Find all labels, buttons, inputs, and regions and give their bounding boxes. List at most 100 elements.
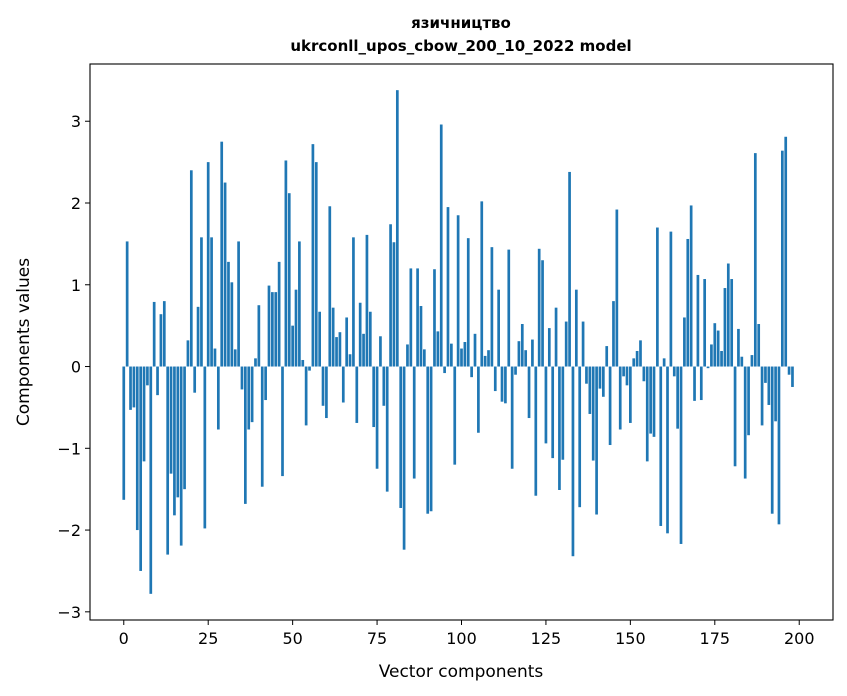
bar — [723, 288, 727, 367]
bar — [659, 366, 663, 526]
bar — [271, 292, 274, 367]
bar — [135, 366, 139, 531]
bar — [274, 292, 278, 367]
bar — [311, 144, 315, 367]
bar — [223, 182, 227, 367]
bar — [686, 238, 690, 367]
x-tick-label: 100 — [446, 629, 477, 648]
bar — [233, 349, 237, 367]
bar — [338, 332, 342, 367]
bar — [122, 366, 126, 500]
bar — [615, 209, 619, 367]
bar — [301, 359, 305, 367]
bar — [612, 301, 615, 367]
bar — [507, 249, 511, 367]
bar — [463, 342, 467, 367]
bar — [419, 306, 423, 367]
bar — [656, 227, 659, 367]
y-tick-label: −3 — [57, 603, 81, 622]
bar — [260, 366, 264, 487]
bar — [348, 354, 352, 367]
bar — [544, 366, 548, 444]
bar-series — [122, 90, 794, 594]
bar — [291, 325, 294, 367]
bar — [149, 366, 153, 594]
bar — [460, 348, 463, 367]
bar — [294, 289, 298, 367]
bar — [683, 317, 686, 367]
bar — [517, 341, 521, 367]
bar — [551, 366, 555, 459]
bar — [534, 366, 538, 496]
bar — [625, 366, 629, 386]
bar — [372, 366, 376, 428]
bar — [395, 90, 399, 367]
x-tick-label: 75 — [367, 629, 387, 648]
bar — [443, 366, 446, 374]
bar — [352, 237, 355, 367]
bar — [547, 328, 551, 367]
bar — [750, 355, 754, 367]
bar — [200, 237, 203, 367]
bar — [598, 366, 602, 389]
y-axis: −3 −2 −1 0 1 2 3 — [57, 112, 90, 622]
bar — [412, 366, 416, 479]
bar — [450, 343, 453, 367]
bar — [281, 366, 284, 477]
bar — [568, 171, 571, 367]
bar — [196, 306, 200, 367]
bar — [713, 323, 717, 367]
bar — [689, 205, 693, 367]
bar — [321, 366, 325, 406]
bar — [537, 248, 541, 367]
bar — [524, 350, 528, 367]
bar — [399, 366, 403, 508]
bar — [740, 356, 744, 367]
bar — [770, 366, 774, 514]
bar — [669, 231, 673, 367]
bar — [618, 366, 622, 430]
bar — [666, 366, 669, 534]
x-tick-label: 200 — [784, 629, 815, 648]
bar — [365, 234, 369, 367]
bar — [426, 366, 430, 514]
bar — [433, 269, 436, 367]
bar — [490, 247, 494, 367]
bar — [267, 285, 271, 367]
bar — [298, 241, 301, 367]
bar — [159, 314, 163, 367]
bar — [345, 317, 349, 367]
bar — [510, 366, 514, 469]
bar — [453, 366, 457, 465]
bar — [146, 366, 149, 386]
bar — [355, 366, 359, 423]
bar — [578, 366, 582, 508]
bar — [304, 366, 308, 426]
bar — [632, 358, 636, 367]
bar — [774, 366, 777, 422]
x-tick-label: 150 — [615, 629, 646, 648]
bar — [477, 366, 480, 433]
bar — [156, 366, 159, 396]
bar — [601, 366, 605, 397]
bar — [710, 344, 713, 367]
bar — [169, 366, 173, 474]
bar — [423, 349, 426, 367]
bar — [470, 366, 473, 378]
bar — [416, 268, 419, 367]
bar — [500, 366, 504, 402]
bar — [757, 324, 761, 367]
bar — [629, 366, 632, 423]
y-tick-label: 0 — [71, 358, 81, 377]
bar — [129, 366, 132, 410]
bar — [737, 328, 740, 367]
x-tick-label: 125 — [531, 629, 562, 648]
bar — [622, 366, 625, 377]
bar — [693, 366, 696, 401]
bar — [227, 261, 230, 367]
bar — [473, 333, 477, 367]
bar — [730, 279, 734, 367]
y-tick-label: −2 — [57, 521, 81, 540]
bar — [554, 307, 558, 367]
bar — [787, 366, 791, 375]
